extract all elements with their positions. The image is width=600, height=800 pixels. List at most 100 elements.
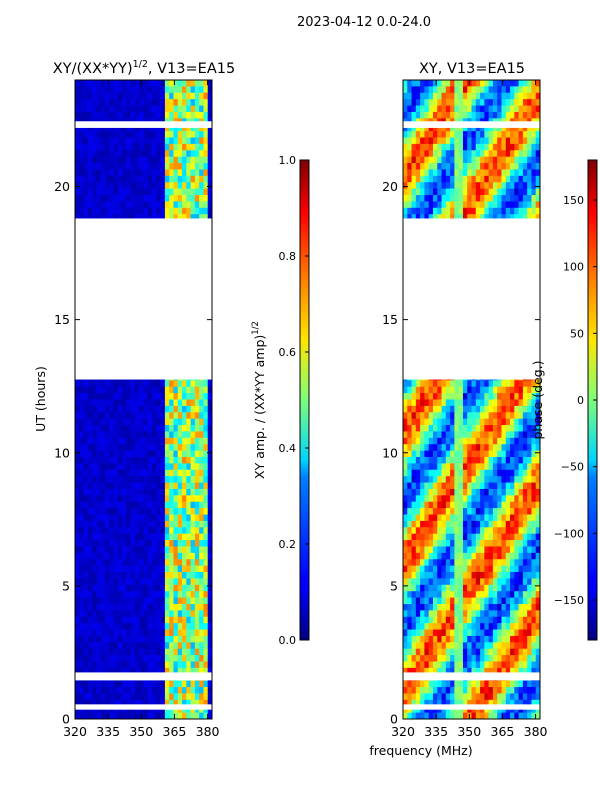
heatmap-cell	[535, 175, 540, 183]
heatmap-cell	[75, 572, 80, 580]
heatmap-cell	[143, 92, 149, 100]
heatmap-cell	[143, 559, 149, 567]
heatmap-cell	[480, 412, 485, 420]
heatmap-cell	[182, 508, 187, 516]
heatmap-cell	[531, 380, 537, 388]
heatmap-cell	[109, 175, 115, 183]
heatmap-cell	[164, 450, 170, 458]
heatmap-cell	[186, 412, 192, 420]
heatmap-cell	[113, 488, 119, 496]
heatmap-cell	[527, 156, 533, 164]
heatmap-cell	[152, 469, 157, 477]
heatmap-cell	[186, 143, 192, 151]
heatmap-cell	[130, 92, 136, 100]
heatmap-cell	[535, 393, 540, 401]
heatmap-cell	[186, 405, 192, 413]
heatmap-cell	[130, 603, 136, 611]
heatmap-cell	[505, 207, 511, 215]
heatmap-cell	[152, 437, 157, 445]
heatmap-cell	[173, 687, 179, 695]
heatmap-cell	[100, 635, 106, 643]
heatmap-cell	[522, 99, 528, 107]
heatmap-cell	[134, 565, 140, 573]
heatmap-cell	[117, 520, 123, 528]
heatmap-cell	[522, 182, 528, 190]
heatmap-cell	[531, 405, 537, 413]
heatmap-cell	[126, 667, 132, 675]
heatmap-cell	[199, 559, 205, 567]
heatmap-cell	[424, 201, 430, 209]
heatmap-cell	[475, 207, 481, 215]
heatmap-cell	[87, 533, 93, 541]
heatmap-cell	[83, 150, 89, 158]
heatmap-cell	[92, 207, 98, 215]
heatmap-cell	[531, 188, 537, 196]
heatmap-cell	[186, 514, 192, 522]
heatmap-cell	[454, 188, 460, 196]
heatmap-cell	[535, 163, 540, 171]
heatmap-cell	[104, 699, 110, 707]
heatmap-cell	[462, 99, 468, 107]
heatmap-cell	[475, 201, 481, 209]
heatmap-cell	[122, 706, 127, 714]
heatmap-cell	[186, 488, 192, 496]
heatmap-cell	[207, 80, 212, 87]
heatmap-cell	[139, 425, 145, 433]
heatmap-cell	[454, 214, 460, 222]
heatmap-cell	[83, 380, 89, 388]
heatmap-cell	[100, 661, 106, 669]
heatmap-cell	[104, 482, 110, 490]
heatmap-cell	[471, 156, 477, 164]
heatmap-cell	[535, 137, 540, 145]
heatmap-cell	[79, 559, 85, 567]
heatmap-cell	[147, 444, 153, 452]
heatmap-cell	[117, 706, 123, 714]
heatmap-cell	[160, 150, 166, 158]
heatmap-cell	[134, 520, 140, 528]
heatmap-cell	[109, 699, 115, 707]
heatmap-cell	[92, 680, 98, 688]
heatmap-cell	[92, 437, 98, 445]
heatmap-cell	[92, 635, 98, 643]
heatmap-cell	[104, 565, 110, 573]
heatmap-cell	[92, 648, 98, 656]
heatmap-cell	[458, 380, 464, 388]
heatmap-cell	[514, 195, 520, 203]
heatmap-cell	[130, 214, 136, 222]
heatmap-cell	[441, 201, 447, 209]
heatmap-cell	[441, 182, 447, 190]
heatmap-cell	[428, 393, 434, 401]
heatmap-cell	[100, 546, 106, 554]
heatmap-cell	[126, 712, 132, 719]
heatmap-cell	[75, 201, 80, 209]
heatmap-cell	[173, 463, 179, 471]
heatmap-cell	[92, 661, 98, 669]
heatmap-cell	[117, 444, 123, 452]
heatmap-cell	[147, 667, 153, 675]
heatmap-cell	[164, 540, 170, 548]
heatmap-cell	[109, 386, 115, 394]
heatmap-cell	[164, 687, 170, 695]
heatmap-cell	[480, 111, 485, 119]
heatmap-cell	[186, 680, 192, 688]
heatmap-cell	[475, 124, 481, 132]
heatmap-cell	[415, 169, 421, 177]
heatmap-cell	[96, 514, 102, 522]
heatmap-cell	[182, 642, 187, 650]
heatmap-cell	[122, 450, 127, 458]
heatmap-cell	[100, 508, 106, 516]
heatmap-cell	[420, 412, 426, 420]
heatmap-cell	[190, 457, 196, 464]
heatmap-cell	[510, 80, 515, 87]
heatmap-cell	[514, 188, 520, 196]
heatmap-cell	[122, 616, 127, 624]
heatmap-cell	[143, 469, 149, 477]
heatmap-cell	[194, 399, 200, 407]
heatmap-cell	[177, 418, 183, 426]
heatmap-cell	[143, 706, 149, 714]
heatmap-cell	[122, 565, 127, 573]
heatmap-cell	[160, 425, 166, 433]
heatmap-cell	[484, 195, 490, 203]
heatmap-cell	[156, 488, 162, 496]
heatmap-cell	[441, 150, 447, 158]
